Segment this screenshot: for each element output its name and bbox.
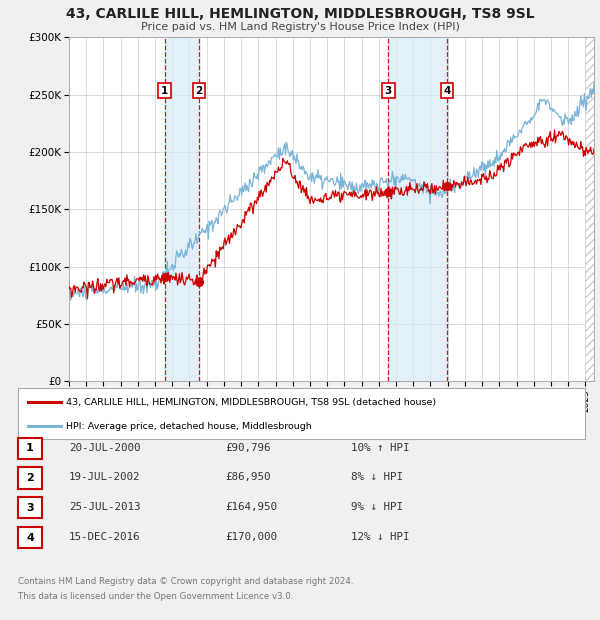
Text: 25-JUL-2013: 25-JUL-2013 <box>69 502 140 512</box>
Text: 12% ↓ HPI: 12% ↓ HPI <box>351 532 409 542</box>
Text: 2: 2 <box>26 473 34 483</box>
Text: Contains HM Land Registry data © Crown copyright and database right 2024.: Contains HM Land Registry data © Crown c… <box>18 577 353 586</box>
Text: 8% ↓ HPI: 8% ↓ HPI <box>351 472 403 482</box>
Text: £170,000: £170,000 <box>225 532 277 542</box>
Text: 3: 3 <box>385 86 392 95</box>
Text: £86,950: £86,950 <box>225 472 271 482</box>
Text: 2: 2 <box>196 86 203 95</box>
Text: 15-DEC-2016: 15-DEC-2016 <box>69 532 140 542</box>
Text: 4: 4 <box>443 86 451 95</box>
Text: £164,950: £164,950 <box>225 502 277 512</box>
Text: 1: 1 <box>161 86 168 95</box>
Text: HPI: Average price, detached house, Middlesbrough: HPI: Average price, detached house, Midd… <box>66 422 312 431</box>
Text: This data is licensed under the Open Government Licence v3.0.: This data is licensed under the Open Gov… <box>18 592 293 601</box>
Bar <box>388 37 447 381</box>
Bar <box>164 37 199 381</box>
Text: 43, CARLILE HILL, HEMLINGTON, MIDDLESBROUGH, TS8 9SL: 43, CARLILE HILL, HEMLINGTON, MIDDLESBRO… <box>65 7 535 22</box>
Text: £90,796: £90,796 <box>225 443 271 453</box>
Text: 43, CARLILE HILL, HEMLINGTON, MIDDLESBROUGH, TS8 9SL (detached house): 43, CARLILE HILL, HEMLINGTON, MIDDLESBRO… <box>66 398 436 407</box>
Text: 1: 1 <box>26 443 34 453</box>
Text: 19-JUL-2002: 19-JUL-2002 <box>69 472 140 482</box>
Text: 10% ↑ HPI: 10% ↑ HPI <box>351 443 409 453</box>
Text: 9% ↓ HPI: 9% ↓ HPI <box>351 502 403 512</box>
Text: 20-JUL-2000: 20-JUL-2000 <box>69 443 140 453</box>
Text: 4: 4 <box>26 533 34 542</box>
Text: Price paid vs. HM Land Registry's House Price Index (HPI): Price paid vs. HM Land Registry's House … <box>140 22 460 32</box>
Text: 3: 3 <box>26 503 34 513</box>
